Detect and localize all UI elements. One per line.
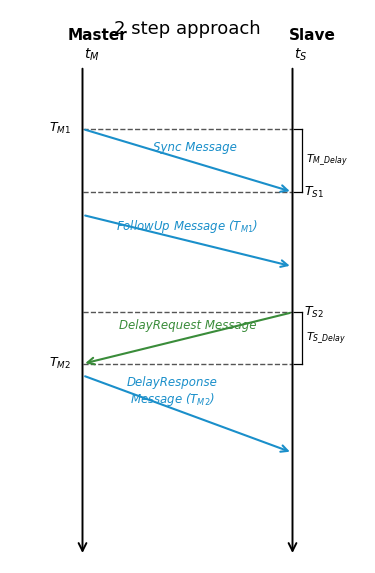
Text: $T_{S2}$: $T_{S2}$ bbox=[304, 305, 324, 320]
Text: Sync Message: Sync Message bbox=[153, 140, 237, 154]
Text: FollowUp Message ($T_{M1}$): FollowUp Message ($T_{M1}$) bbox=[116, 218, 259, 235]
Text: $T_{M1}$: $T_{M1}$ bbox=[50, 121, 71, 136]
Text: Master: Master bbox=[68, 28, 127, 43]
Text: DelayRequest Message: DelayRequest Message bbox=[119, 319, 256, 332]
Text: DelayResponse
Message ($T_{M2}$): DelayResponse Message ($T_{M2}$) bbox=[127, 376, 218, 408]
Text: $t_S$: $t_S$ bbox=[294, 47, 308, 64]
Text: $T_{S1}$: $T_{S1}$ bbox=[304, 185, 324, 199]
Text: $T_{M\_Delay}$: $T_{M\_Delay}$ bbox=[306, 152, 347, 168]
Text: $T_{M2}$: $T_{M2}$ bbox=[50, 356, 71, 371]
Text: 2 step approach: 2 step approach bbox=[114, 20, 261, 38]
Text: Slave: Slave bbox=[289, 28, 336, 43]
Text: $T_{S\_Delay}$: $T_{S\_Delay}$ bbox=[306, 330, 346, 346]
Text: $t_M$: $t_M$ bbox=[84, 47, 100, 64]
